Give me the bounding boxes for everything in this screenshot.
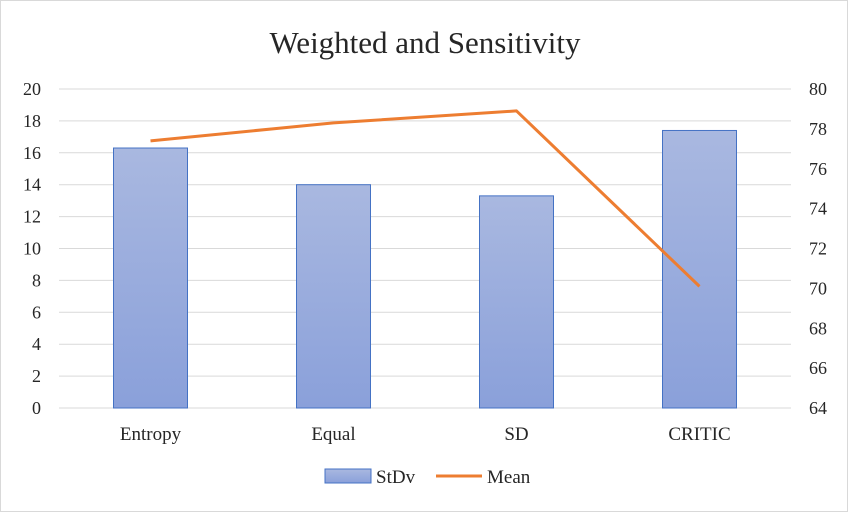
legend-swatch-stdv <box>324 468 372 484</box>
left-tick-label: 4 <box>32 334 41 354</box>
right-tick-label: 78 <box>809 119 827 139</box>
mean-line <box>150 109 701 288</box>
left-tick-label: 2 <box>32 366 41 386</box>
left-tick-label: 0 <box>32 398 41 418</box>
right-tick-label: 72 <box>809 239 827 259</box>
left-tick-label: 14 <box>23 175 41 195</box>
chart-title: Weighted and Sensitivity <box>270 25 581 60</box>
right-tick-label: 80 <box>809 79 827 99</box>
category-label: SD <box>504 424 528 445</box>
bar-equal <box>296 184 371 409</box>
x-axis-categories: Entropy Equal SD CRITIC <box>120 424 731 445</box>
left-tick-label: 6 <box>32 302 41 322</box>
right-tick-label: 74 <box>809 199 827 219</box>
left-tick-label: 8 <box>32 270 41 290</box>
bar-sd <box>479 195 554 409</box>
category-label: CRITIC <box>668 424 730 445</box>
bar-critic <box>662 129 737 409</box>
left-tick-label: 12 <box>23 207 41 227</box>
left-tick-label: 16 <box>23 143 41 163</box>
legend-label-mean: Mean <box>487 467 531 488</box>
right-tick-label: 68 <box>809 318 827 338</box>
legend: StDv Mean <box>324 467 531 488</box>
bar-entropy <box>113 147 188 409</box>
category-label: Equal <box>311 424 355 445</box>
right-tick-label: 70 <box>809 278 827 298</box>
right-tick-label: 64 <box>809 398 827 418</box>
line-series-mean <box>150 109 701 288</box>
right-tick-label: 76 <box>809 159 827 179</box>
bar-series-stdv <box>113 129 737 409</box>
left-tick-label: 10 <box>23 239 41 259</box>
left-y-axis: 0 2 4 6 8 10 12 14 16 18 20 <box>23 79 41 418</box>
right-y-axis: 64 66 68 70 72 74 76 78 80 <box>809 79 827 418</box>
legend-label-stdv: StDv <box>376 467 416 488</box>
left-tick-label: 18 <box>23 111 41 131</box>
right-tick-label: 66 <box>809 358 827 378</box>
left-tick-label: 20 <box>23 79 41 99</box>
category-label: Entropy <box>120 424 182 445</box>
